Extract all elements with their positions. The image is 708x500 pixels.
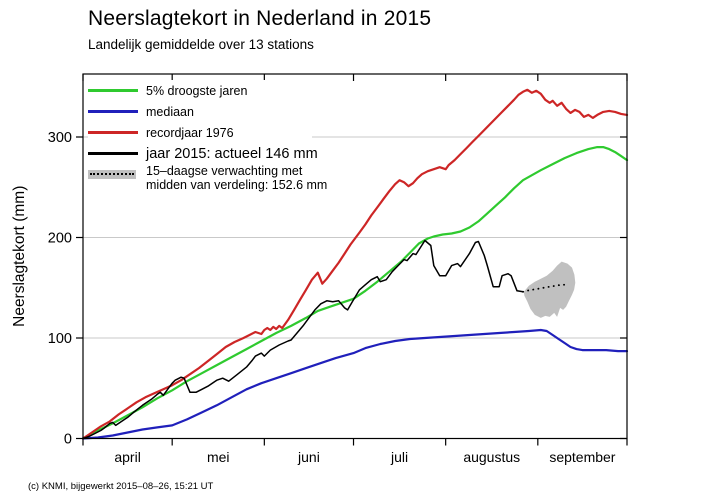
- series-line-0: [81, 146, 629, 440]
- x-month-label: juli: [390, 449, 408, 465]
- legend-label-line1: 5% droogste jaren: [146, 83, 248, 98]
- series-line-3: [82, 239, 524, 440]
- y-axis-title: Neerslagtekort (mm): [11, 186, 28, 327]
- legend-line-swatch: [88, 143, 138, 164]
- legend-label: mediaan: [146, 105, 194, 119]
- line-swatch-icon: [88, 152, 138, 155]
- legend-line-swatch: [88, 101, 138, 122]
- plot-border: [82, 73, 628, 440]
- legend-label: 5% droogste jaren: [146, 84, 247, 98]
- legend-item-0: 5% droogste jaren: [88, 80, 312, 101]
- chart-subtitle: Landelijk gemiddelde over 13 stations: [88, 37, 314, 52]
- line-swatch-icon: [88, 89, 138, 92]
- y-tick-label: 0: [64, 432, 72, 448]
- legend-label-line1: mediaan: [146, 104, 194, 119]
- x-month-label: juni: [297, 449, 320, 465]
- legend: 5% droogste jaren mediaan recordjaar 1976 j…: [88, 80, 327, 192]
- x-month-label: april: [114, 449, 140, 465]
- legend-line-swatch: [88, 80, 138, 101]
- forecast-band-icon: [88, 170, 136, 179]
- legend-label-line1: jaar 2015: actueel 146 mm: [146, 145, 318, 162]
- line-swatch-icon: [88, 131, 138, 134]
- legend-label-line1: recordjaar 1976: [146, 125, 234, 140]
- copyright-footer: (c) KNMI, bijgewerkt 2015–08–26, 15:21 U…: [28, 481, 214, 492]
- y-tick-label: 200: [48, 231, 72, 247]
- legend-label-line1: 15–daagse verwachting met: [146, 164, 303, 178]
- legend-label-line2: midden van verdeling: 152.6 mm: [146, 178, 328, 192]
- x-month-label: augustus: [463, 449, 520, 465]
- legend-item-1: mediaan: [88, 101, 312, 122]
- legend-label: recordjaar 1976: [146, 126, 234, 140]
- series-line-2: [81, 88, 629, 440]
- legend-item-2: recordjaar 1976: [88, 122, 312, 143]
- legend-item-3: jaar 2015: actueel 146 mm: [88, 143, 318, 164]
- legend-line-swatch: [88, 122, 138, 143]
- dotted-line-icon: [90, 173, 134, 175]
- chart-title: Neerslagtekort in Nederland in 2015: [88, 7, 432, 30]
- legend-label: 15–daagse verwachting met midden van verd…: [146, 164, 327, 192]
- forecast-dotted-line: [522, 283, 566, 293]
- legend-label: jaar 2015: actueel 146 mm: [146, 146, 318, 162]
- legend-dotted-band-swatch: [88, 164, 138, 185]
- x-month-label: september: [549, 449, 615, 465]
- y-tick-label: 100: [48, 331, 72, 347]
- x-month-label: mei: [207, 449, 230, 465]
- legend-item-4: 15–daagse verwachting met midden van verd…: [88, 164, 327, 192]
- series-line-1: [81, 328, 629, 440]
- y-tick-label: 300: [48, 130, 72, 146]
- forecast-uncertainty-band: [523, 261, 576, 318]
- line-swatch-icon: [88, 110, 138, 113]
